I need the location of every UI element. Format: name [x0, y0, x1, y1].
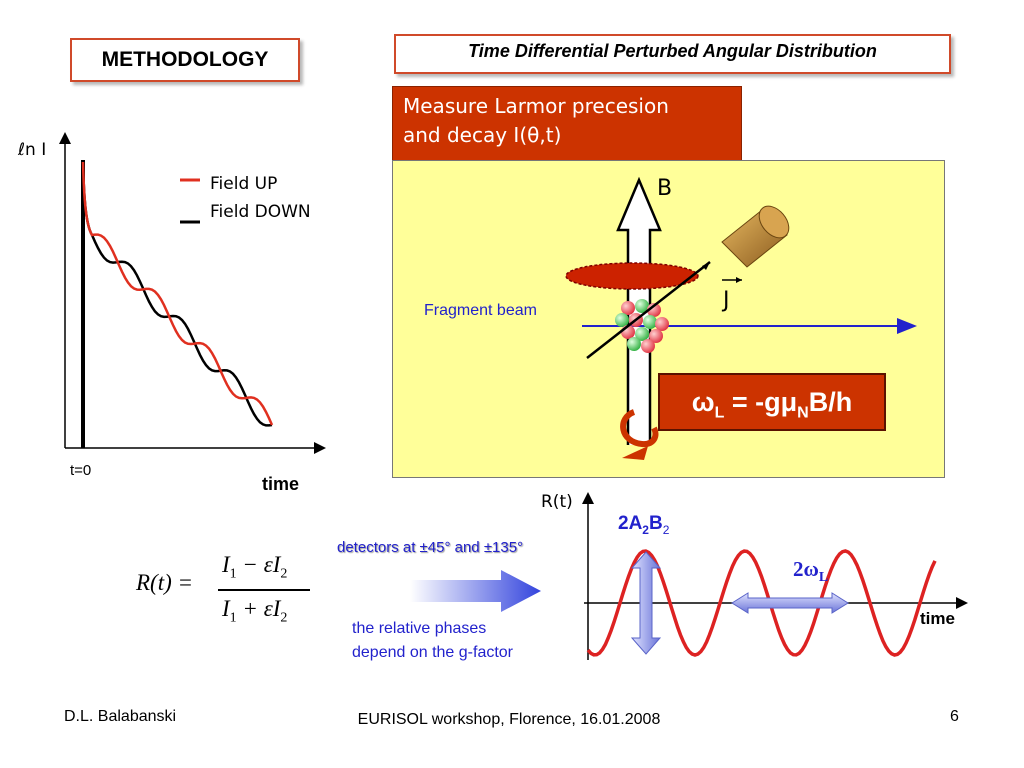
formula-denominator: I1 + εI2	[222, 596, 288, 626]
period-label: 2ωL	[793, 557, 829, 586]
precession-ellipse	[565, 262, 699, 290]
decay-y-label: ℓn I	[18, 140, 47, 160]
big-right-arrow	[410, 570, 541, 612]
methodology-box: METHODOLOGY	[70, 38, 300, 82]
amplitude-arrow	[630, 551, 662, 655]
ratio-x-label: time	[920, 609, 955, 628]
phases-text: the relative phases depend on the g-fact…	[352, 617, 513, 665]
ratio-curve	[586, 549, 937, 657]
footer-author: D.L. Balabanski	[64, 708, 177, 725]
detector-cylinder	[721, 205, 790, 268]
fragment-beam-label: Fragment beam	[424, 302, 537, 319]
footer-page-number: 6	[950, 708, 959, 725]
larmor-frequency-box: ωL = -gμNB/h	[658, 373, 886, 431]
phases-line-1: the relative phases	[352, 620, 487, 637]
b-field-arrow	[616, 176, 662, 445]
field-down-curve	[81, 161, 273, 427]
ratio-plot	[582, 492, 968, 660]
omega-sub-n: N	[797, 404, 809, 422]
experiment-diagram	[565, 176, 917, 460]
period-arrow	[731, 592, 849, 614]
legend-field-down: Field DOWN	[210, 202, 311, 222]
methodology-label: METHODOLOGY	[101, 48, 269, 71]
j-label: J	[723, 288, 730, 313]
omega-mid: = -gμ	[724, 387, 798, 417]
ratio-y-label: R(t)	[541, 492, 573, 512]
rotation-arrow	[620, 409, 659, 448]
formula-fraction-bar	[218, 589, 310, 591]
b-label: B	[657, 176, 673, 201]
larmor-box: Measure Larmor precesion and decay I(θ,t…	[392, 86, 742, 162]
t0-label: t=0	[70, 462, 92, 479]
field-up-curve	[81, 161, 274, 426]
amplitude-label: 2A2B2	[618, 513, 670, 537]
footer-event: EURISOL workshop, Florence, 16.01.2008	[357, 711, 661, 728]
larmor-line-1: Measure Larmor precesion	[403, 94, 669, 118]
omega-sub-l: L	[714, 404, 725, 422]
spin-axis-line	[586, 261, 711, 359]
decay-plot	[59, 132, 326, 454]
larmor-line-2: and decay I(θ,t)	[403, 123, 562, 147]
decay-x-label: time	[262, 474, 300, 494]
phases-line-2: depend on the g-factor	[352, 644, 514, 661]
formula-numerator: I1 − εI2	[222, 552, 288, 582]
legend-field-up: Field UP	[210, 174, 278, 194]
omega-prefix: ω	[691, 387, 715, 417]
tdpad-title: Time Differential Perturbed Angular Dist…	[468, 41, 877, 61]
detectors-text: detectors at ±45° and ±135°	[337, 539, 524, 556]
nucleus-cluster	[615, 299, 669, 353]
formula-lhs: R(t) =	[136, 570, 194, 595]
tdpad-title-box: Time Differential Perturbed Angular Dist…	[394, 34, 951, 74]
omega-suffix: B/h	[808, 387, 853, 417]
